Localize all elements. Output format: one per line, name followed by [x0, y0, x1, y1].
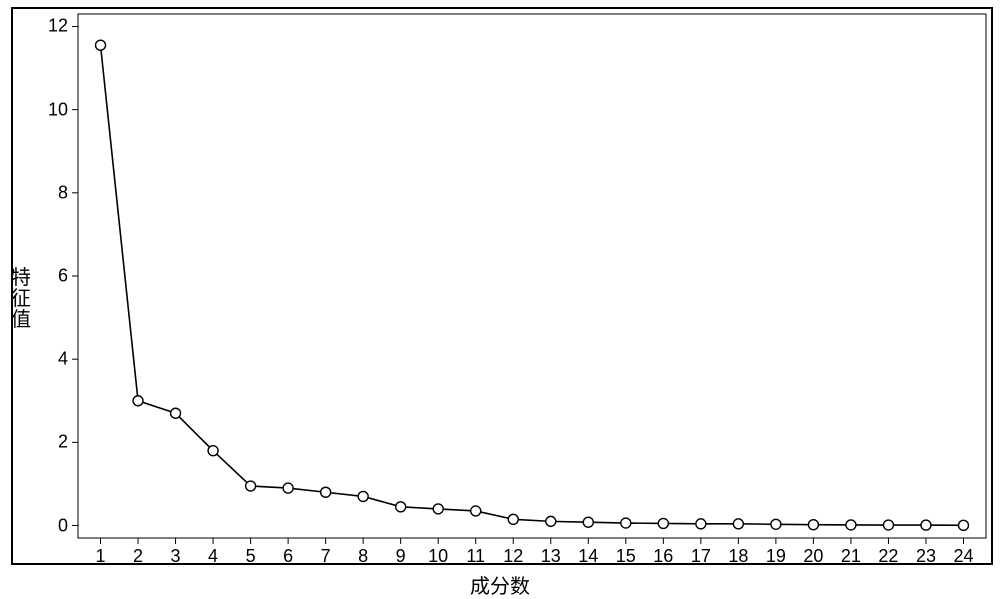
chart-svg [0, 0, 1000, 598]
x-tick-label: 11 [461, 546, 491, 567]
data-marker [208, 446, 218, 456]
data-marker [733, 519, 743, 529]
x-tick-label: 16 [648, 546, 678, 567]
data-marker [246, 481, 256, 491]
data-marker [508, 514, 518, 524]
x-tick-label: 14 [573, 546, 603, 567]
x-tick-label: 20 [798, 546, 828, 567]
data-marker [808, 520, 818, 530]
y-axis-label: 特征值 [6, 0, 36, 598]
x-tick-label: 15 [611, 546, 641, 567]
data-marker [433, 504, 443, 514]
data-marker [171, 408, 181, 418]
data-marker [546, 516, 556, 526]
y-tick-label: 8 [38, 182, 68, 203]
data-marker [958, 520, 968, 530]
data-marker [658, 518, 668, 528]
x-tick-label: 24 [948, 546, 978, 567]
scree-plot-figure: 特征值 成分数 024681012 1234567891011121314151… [0, 0, 1000, 598]
x-tick-label: 7 [311, 546, 341, 567]
x-tick-label: 21 [836, 546, 866, 567]
data-marker [621, 518, 631, 528]
x-tick-label: 13 [536, 546, 566, 567]
data-marker [696, 519, 706, 529]
x-tick-label: 18 [723, 546, 753, 567]
data-marker [921, 520, 931, 530]
x-tick-label: 10 [423, 546, 453, 567]
x-tick-label: 23 [911, 546, 941, 567]
x-tick-label: 3 [161, 546, 191, 567]
x-tick-label: 22 [873, 546, 903, 567]
data-marker [771, 519, 781, 529]
x-tick-label: 5 [236, 546, 266, 567]
x-tick-label: 2 [123, 546, 153, 567]
y-tick-label: 2 [38, 432, 68, 453]
y-tick-label: 10 [38, 99, 68, 120]
x-tick-label: 8 [348, 546, 378, 567]
data-marker [883, 520, 893, 530]
x-tick-label: 12 [498, 546, 528, 567]
y-tick-label: 0 [38, 515, 68, 536]
data-marker [583, 517, 593, 527]
data-marker [846, 520, 856, 530]
y-tick-label: 6 [38, 266, 68, 287]
x-tick-label: 19 [761, 546, 791, 567]
data-marker [321, 487, 331, 497]
x-tick-label: 6 [273, 546, 303, 567]
x-tick-label: 9 [386, 546, 416, 567]
data-marker [283, 483, 293, 493]
data-marker [133, 396, 143, 406]
data-marker [96, 40, 106, 50]
y-tick-label: 4 [38, 349, 68, 370]
x-axis-label: 成分数 [0, 570, 1000, 599]
data-marker [471, 506, 481, 516]
data-marker [358, 491, 368, 501]
x-tick-label: 4 [198, 546, 228, 567]
y-tick-label: 12 [38, 16, 68, 37]
data-marker [396, 502, 406, 512]
x-tick-label: 17 [686, 546, 716, 567]
x-tick-label: 1 [86, 546, 116, 567]
